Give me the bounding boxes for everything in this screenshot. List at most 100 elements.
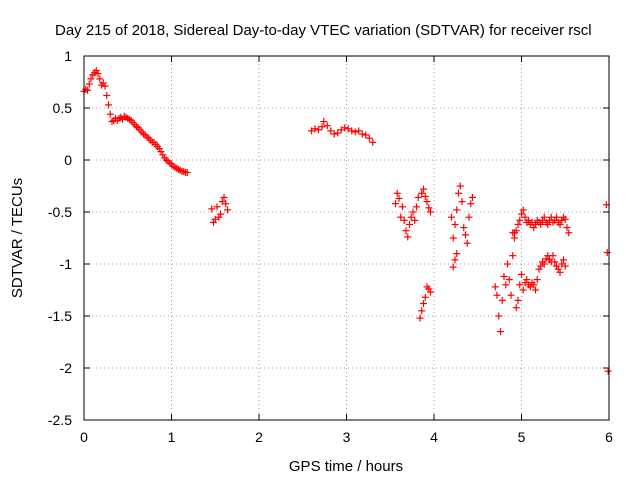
data-point bbox=[418, 189, 426, 197]
data-point bbox=[505, 276, 513, 284]
data-point bbox=[108, 118, 116, 126]
data-point bbox=[85, 80, 93, 88]
data-point bbox=[311, 125, 319, 133]
y-tick-label: -0.5 bbox=[48, 204, 72, 220]
data-point bbox=[469, 193, 476, 201]
data-point bbox=[465, 213, 473, 221]
data-point bbox=[222, 200, 230, 208]
data-point bbox=[407, 213, 415, 221]
data-point bbox=[334, 129, 342, 137]
data-point bbox=[509, 252, 517, 260]
y-tick-label: 0.5 bbox=[53, 100, 73, 116]
data-point bbox=[449, 263, 457, 271]
data-point bbox=[409, 208, 417, 216]
data-point bbox=[449, 234, 457, 242]
data-point bbox=[537, 220, 545, 228]
data-point bbox=[157, 148, 165, 156]
data-point bbox=[208, 205, 216, 213]
x-tick-label: 5 bbox=[518, 429, 526, 445]
data-point bbox=[521, 213, 529, 221]
x-tick-label: 3 bbox=[343, 429, 351, 445]
data-point bbox=[604, 367, 612, 375]
data-point bbox=[463, 239, 471, 247]
data-point bbox=[320, 118, 328, 126]
data-point bbox=[502, 281, 510, 289]
data-point bbox=[348, 127, 356, 135]
x-tick-label: 2 bbox=[255, 429, 263, 445]
x-tick-label: 0 bbox=[80, 429, 88, 445]
data-point bbox=[460, 224, 468, 232]
data-point bbox=[549, 252, 557, 260]
data-point bbox=[561, 215, 569, 223]
data-point bbox=[411, 216, 419, 224]
y-tick-label: -2.5 bbox=[48, 412, 72, 428]
data-point bbox=[406, 220, 413, 228]
data-point bbox=[512, 304, 520, 312]
data-point bbox=[96, 75, 104, 83]
data-point bbox=[159, 151, 167, 159]
data-point bbox=[455, 189, 462, 197]
plot-frame bbox=[83, 55, 610, 421]
data-point bbox=[512, 227, 520, 235]
data-point bbox=[453, 250, 461, 258]
data-point bbox=[402, 227, 410, 235]
data-point bbox=[533, 276, 541, 284]
data-point bbox=[535, 265, 543, 273]
data-point bbox=[400, 216, 408, 224]
data-point bbox=[327, 127, 335, 135]
data-point bbox=[523, 276, 531, 284]
data-point bbox=[323, 122, 331, 130]
y-axis-label: SDTVAR / TECUs bbox=[9, 178, 26, 298]
data-point bbox=[516, 216, 524, 224]
data-point bbox=[94, 70, 102, 78]
data-point bbox=[453, 206, 461, 214]
data-point bbox=[393, 189, 401, 197]
data-point bbox=[451, 256, 459, 264]
data-point bbox=[462, 231, 469, 239]
data-point bbox=[530, 224, 538, 232]
data-point bbox=[421, 192, 429, 200]
data-point bbox=[540, 260, 548, 268]
data-point bbox=[421, 293, 429, 301]
data-points bbox=[80, 67, 612, 375]
data-point bbox=[420, 300, 427, 308]
data-point bbox=[561, 262, 569, 270]
chart-title: Day 215 of 2018, Sidereal Day-to-day VTE… bbox=[55, 22, 592, 39]
data-point bbox=[519, 206, 527, 214]
data-point bbox=[315, 126, 322, 134]
x-tick-label: 6 bbox=[605, 429, 613, 445]
data-point bbox=[495, 312, 503, 320]
data-point bbox=[544, 220, 552, 228]
data-point bbox=[540, 213, 548, 221]
data-point bbox=[542, 255, 550, 263]
data-point bbox=[563, 224, 571, 232]
data-point bbox=[603, 249, 611, 257]
data-point bbox=[210, 218, 217, 226]
data-point bbox=[532, 286, 539, 294]
data-point bbox=[341, 124, 349, 132]
data-point bbox=[103, 92, 111, 100]
data-point bbox=[351, 128, 359, 136]
data-point bbox=[369, 138, 377, 146]
data-point bbox=[514, 220, 522, 228]
data-point bbox=[427, 288, 434, 296]
data-point bbox=[530, 281, 538, 289]
data-point bbox=[514, 296, 522, 304]
y-tick-label: -1 bbox=[60, 256, 73, 272]
data-point bbox=[224, 206, 231, 214]
data-point bbox=[458, 198, 466, 206]
data-point bbox=[362, 131, 370, 139]
data-point bbox=[493, 291, 501, 299]
data-point bbox=[84, 86, 91, 94]
data-point bbox=[427, 208, 434, 216]
y-tick-label: -1.5 bbox=[48, 308, 72, 324]
data-point bbox=[456, 182, 464, 190]
data-point bbox=[420, 185, 427, 193]
axes: 0 1 2 3 4 5 6 1 0.5 0 -0.5 -1 -1.5 -2 -2.5 bbox=[48, 48, 613, 445]
data-point bbox=[404, 233, 412, 241]
data-point bbox=[560, 256, 567, 264]
data-point bbox=[448, 213, 455, 221]
data-point bbox=[507, 291, 515, 299]
data-point bbox=[213, 203, 221, 211]
